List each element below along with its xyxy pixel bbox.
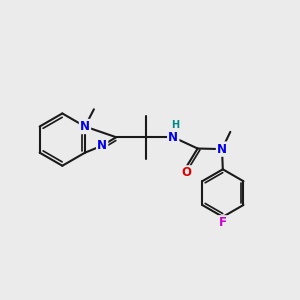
Text: O: O — [181, 167, 191, 179]
Text: N: N — [217, 142, 227, 156]
Text: F: F — [219, 216, 227, 229]
Text: N: N — [168, 131, 178, 144]
Text: H: H — [171, 120, 179, 130]
Text: N: N — [80, 120, 90, 133]
Text: N: N — [97, 139, 107, 152]
